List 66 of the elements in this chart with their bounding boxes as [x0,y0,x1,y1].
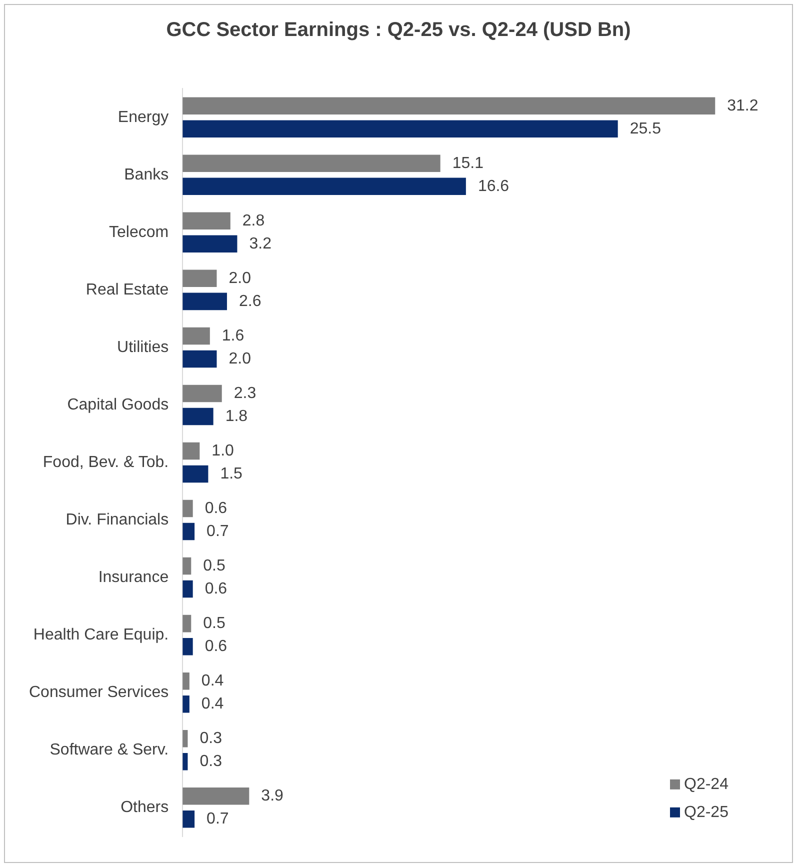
data-label: 3.2 [249,235,272,252]
bar [182,638,193,656]
y-tick-label: Utilities [117,338,169,356]
y-tick-label: Div. Financials [66,511,169,528]
bar [182,557,192,575]
y-tick-label: Telecom [109,224,169,241]
data-label: 0.3 [200,753,222,770]
y-tick-label: Capital Goods [67,396,169,414]
data-label: 1.8 [225,408,248,425]
chart-title: GCC Sector Earnings : Q2-25 vs. Q2-24 (USD Bn) [165,19,632,42]
bar [182,788,250,805]
bar [182,350,217,368]
data-label: 0.3 [200,730,222,748]
bar [182,522,195,540]
data-label: 0.4 [201,672,224,690]
y-tick-label: Banks [124,166,169,184]
data-label: 0.6 [204,500,228,517]
data-label: 31.2 [727,97,758,114]
bar [182,235,238,253]
data-label: 2.0 [228,270,252,287]
data-label: 0.5 [203,614,226,632]
y-tick-label: Consumer Services [28,684,169,701]
data-label: 2.6 [238,292,262,310]
bar [182,212,230,230]
y-tick-label: Others [120,799,169,816]
y-tick-label: Food, Bev. & Tob. [42,454,169,471]
bar [182,695,190,713]
y-tick-label: Insurance [98,568,169,586]
data-label: 0.7 [206,522,229,540]
bar [182,97,716,114]
data-label: 2.8 [242,212,265,230]
y-tick-label: Software & Serv. [50,742,169,759]
data-label: 1.0 [212,442,234,460]
bar [182,270,217,288]
data-label: 0.6 [204,638,228,655]
y-tick-label: Health Care Equip. [33,626,169,644]
y-tick-label: Energy [118,108,169,126]
y-tick-label: Real Estate [86,281,169,298]
data-label: 2.0 [228,350,252,368]
data-label: 25.5 [630,120,662,138]
bar [182,178,466,196]
bar [182,614,192,632]
data-label: 3.9 [261,788,284,805]
bar [182,672,190,690]
bar [182,384,222,402]
data-label: 2.3 [234,384,256,402]
bar [182,442,200,460]
legend-label: Q2-25 [684,804,729,821]
data-label: 0.6 [204,580,228,598]
data-label: 0.4 [201,696,224,713]
data-label: 1.5 [220,465,243,482]
bar [182,465,208,483]
bar [182,292,227,310]
data-label: 16.6 [478,178,510,195]
bar [182,327,210,345]
bar [182,500,193,518]
bar [182,408,214,426]
data-label: 0.5 [203,557,226,574]
bar [182,120,618,138]
bar [182,580,193,598]
legend-label: Q2-24 [684,776,729,793]
data-label: 1.6 [222,327,244,344]
bar [182,154,440,172]
data-label: 0.7 [206,810,229,828]
bar [182,810,195,828]
data-label: 15.1 [452,154,484,172]
